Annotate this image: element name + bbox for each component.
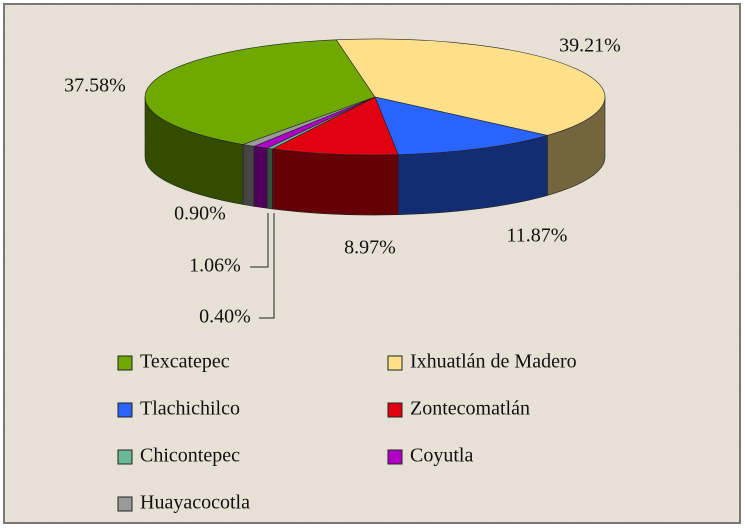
legend-swatch: [117, 496, 133, 512]
legend-label: Texcatepec: [140, 351, 230, 373]
data-label: 1.06%: [189, 255, 241, 277]
legend: Texcatepec Ixhuatlán de Madero Tlachichilc…: [117, 351, 577, 514]
legend-swatch: [117, 355, 133, 371]
leader-line: [259, 213, 275, 319]
slice: [144, 39, 376, 145]
legend-swatch: [387, 402, 403, 418]
slice: [271, 96, 399, 156]
legend-swatch: [387, 355, 403, 371]
legend-label: Tlachichilco: [140, 398, 240, 420]
slice: [335, 38, 606, 136]
slice-side: [266, 147, 273, 210]
data-label: 11.87%: [507, 225, 568, 247]
legend-label: Chicontepec: [140, 445, 240, 467]
slice: [241, 96, 376, 147]
data-label: 0.40%: [199, 306, 251, 328]
legend-label: Zontecomatlán: [410, 398, 530, 420]
slice: [374, 96, 548, 156]
data-label: 0.90%: [174, 203, 226, 225]
data-label: 8.97%: [344, 237, 396, 259]
slice-side: [272, 148, 399, 216]
legend-label: Huayacocotla: [140, 492, 250, 514]
leader-line: [250, 213, 269, 268]
legend-swatch: [387, 449, 403, 465]
legend-swatch: [117, 402, 133, 418]
data-label: 37.58%: [64, 75, 126, 97]
pie: [144, 38, 606, 216]
legend-swatch: [117, 449, 133, 465]
data-label: 39.21%: [559, 35, 621, 57]
labels: 37.58% 39.21% 11.87% 8.97% 0.40% 1.06% 0.90%: [64, 35, 621, 328]
legend-label: Ixhuatlán de Madero: [410, 351, 577, 373]
slice-side: [253, 145, 268, 209]
legend-label: Coyutla: [410, 445, 473, 467]
slice-side: [242, 144, 255, 207]
